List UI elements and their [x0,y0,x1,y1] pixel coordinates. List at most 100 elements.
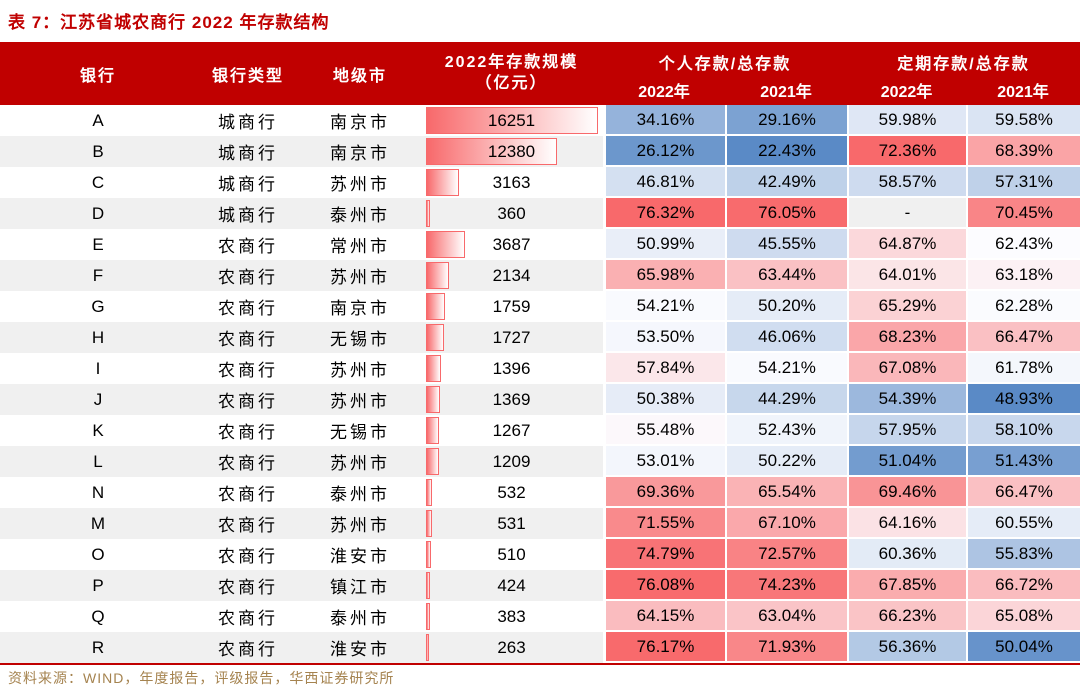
table-row: D 城商行 泰州市 360 76.32% 76.05% - 70.45% [0,198,1080,229]
term-2021-cell: 51.43% [966,446,1080,477]
table-row: H 农商行 无锡市 1727 53.50% 46.06% 68.23% 66.4… [0,322,1080,353]
term-2022-cell: 72.36% [847,136,966,167]
table-row: C 城商行 苏州市 3163 46.81% 42.49% 58.57% 57.3… [0,167,1080,198]
deposit-scale-cell: 510 [420,539,603,570]
personal-2022-cell: 69.36% [603,477,725,508]
deposit-scale-bar [426,479,432,506]
personal-2022-cell: 50.38% [603,384,725,415]
bank-type-cell: 农商行 [196,291,300,322]
term-2022-cell: 58.57% [847,167,966,198]
header-city: 地级市 [332,67,387,85]
term-2022-cell: 65.29% [847,291,966,322]
city-cell: 泰州市 [300,477,420,508]
bank-type-cell: 农商行 [196,539,300,570]
personal-2021-cell: 50.20% [725,291,847,322]
header-term-deposit-group: 定期存款/总存款 [897,56,1030,73]
term-2021-cell: 66.47% [966,322,1080,353]
table-row: F 农商行 苏州市 2134 65.98% 63.44% 64.01% 63.1… [0,260,1080,291]
bank-cell: D [0,198,196,229]
city-cell: 南京市 [300,136,420,167]
deposit-scale-bar [426,510,432,537]
deposit-scale-cell: 3687 [420,229,603,260]
deposit-scale-cell: 3163 [420,167,603,198]
term-2022-cell: 66.23% [847,601,966,632]
table-row: P 农商行 镇江市 424 76.08% 74.23% 67.85% 66.72… [0,570,1080,601]
city-cell: 泰州市 [300,601,420,632]
term-2021-cell: 63.18% [966,260,1080,291]
deposit-scale-cell: 12380 [420,136,603,167]
deposit-scale-bar [426,293,445,320]
personal-2022-cell: 54.21% [603,291,725,322]
personal-2022-cell: 34.16% [603,105,725,136]
term-2022-cell: 56.36% [847,632,966,663]
personal-2021-cell: 29.16% [725,105,847,136]
table-row: L 农商行 苏州市 1209 53.01% 50.22% 51.04% 51.4… [0,446,1080,477]
table-row: N 农商行 泰州市 532 69.36% 65.54% 69.46% 66.47… [0,477,1080,508]
personal-2021-cell: 46.06% [725,322,847,353]
table-body: A 城商行 南京市 16251 34.16% 29.16% 59.98% 59.… [0,105,1080,663]
deposit-scale-bar [426,417,440,444]
bank-cell: L [0,446,196,477]
bank-cell: P [0,570,196,601]
deposit-scale-bar [426,200,430,227]
bank-type-cell: 农商行 [196,353,300,384]
table-row: E 农商行 常州市 3687 50.99% 45.55% 64.87% 62.4… [0,229,1080,260]
table-row: J 农商行 苏州市 1369 50.38% 44.29% 54.39% 48.9… [0,384,1080,415]
city-cell: 苏州市 [300,508,420,539]
deposit-scale-cell: 532 [420,477,603,508]
bank-type-cell: 农商行 [196,477,300,508]
deposit-scale-value: 12380 [487,141,536,161]
source-note: 资料来源：WIND，年度报告，评级报告，华西证券研究所 [8,670,395,686]
bank-cell: F [0,260,196,291]
personal-2021-cell: 44.29% [725,384,847,415]
header-deposit-scale-line1: 2022年存款规模 [444,53,579,71]
personal-2022-cell: 74.79% [603,539,725,570]
table-row: K 农商行 无锡市 1267 55.48% 52.43% 57.95% 58.1… [0,415,1080,446]
bank-type-cell: 城商行 [196,105,300,136]
bank-type-cell: 农商行 [196,415,300,446]
bank-cell: M [0,508,196,539]
deposit-scale-value: 531 [497,513,526,533]
bank-type-cell: 农商行 [196,322,300,353]
bank-type-cell: 农商行 [196,446,300,477]
term-2022-cell: 57.95% [847,415,966,446]
bank-cell: G [0,291,196,322]
personal-2022-cell: 46.81% [603,167,725,198]
term-2021-cell: 48.93% [966,384,1080,415]
city-cell: 苏州市 [300,446,420,477]
bank-cell: O [0,539,196,570]
deposit-scale-bar [426,541,432,568]
deposit-scale-value: 1759 [492,296,531,316]
table-row: M 农商行 苏州市 531 71.55% 67.10% 64.16% 60.55… [0,508,1080,539]
personal-2022-cell: 50.99% [603,229,725,260]
personal-2021-cell: 67.10% [725,508,847,539]
term-2022-cell: 67.85% [847,570,966,601]
term-2021-cell: 62.43% [966,229,1080,260]
personal-2021-cell: 50.22% [725,446,847,477]
figure-title: 表 7：江苏省城农商行 2022 年存款结构 [8,13,330,32]
personal-2021-cell: 22.43% [725,136,847,167]
term-2021-cell: 58.10% [966,415,1080,446]
bank-type-cell: 农商行 [196,508,300,539]
header-bank: 银行 [79,67,116,85]
deposit-scale-cell: 531 [420,508,603,539]
deposit-scale-bar [426,324,445,351]
city-cell: 苏州市 [300,260,420,291]
deposit-scale-value: 2134 [492,265,531,285]
header-term-2022: 2022年 [880,84,933,101]
personal-2021-cell: 76.05% [725,198,847,229]
table-header: 银行 银行类型 地级市 2022年存款规模 （亿元） 个人存款/总存款 定期存款… [0,42,1080,105]
table-row: I 农商行 苏州市 1396 57.84% 54.21% 67.08% 61.7… [0,353,1080,384]
deposit-scale-value: 1396 [492,358,531,378]
bank-cell: B [0,136,196,167]
personal-2021-cell: 65.54% [725,477,847,508]
term-2022-cell: 64.16% [847,508,966,539]
personal-2022-cell: 65.98% [603,260,725,291]
city-cell: 无锡市 [300,415,420,446]
bank-cell: Q [0,601,196,632]
bank-type-cell: 城商行 [196,136,300,167]
header-term-2021: 2021年 [997,84,1049,101]
deposit-scale-value: 383 [497,606,526,626]
term-2022-cell: 54.39% [847,384,966,415]
term-2022-cell: 69.46% [847,477,966,508]
